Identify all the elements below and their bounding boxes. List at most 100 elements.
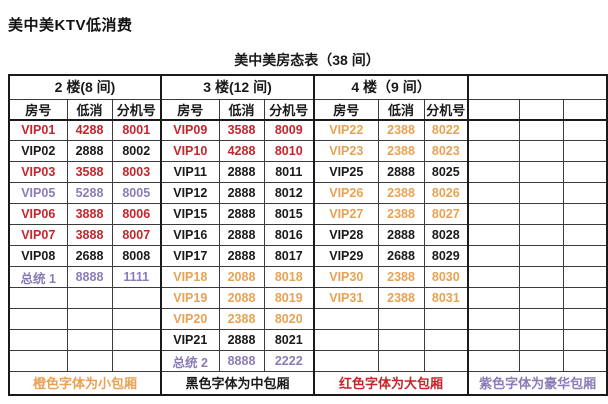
- extension-cell: [562, 329, 608, 351]
- min-spend-cell: [377, 329, 425, 351]
- column-header-min-spend: [518, 98, 564, 121]
- room-number-cell: 总统 1: [8, 266, 68, 288]
- room-number-cell: VIP17: [160, 245, 220, 267]
- table-row: VIP06 3888 8006 VIP15 2888 8015 VIP27 2388 8027: [8, 203, 608, 225]
- min-spend-cell: [518, 287, 564, 309]
- min-spend-cell: [66, 287, 113, 309]
- extension-cell: [562, 224, 608, 246]
- extension-cell: 8010: [263, 140, 315, 162]
- extension-cell: [111, 308, 162, 330]
- table-row: VIP20 2388 8020: [8, 308, 608, 330]
- min-spend-cell: 2388: [377, 182, 425, 204]
- min-spend-cell: 2888: [218, 329, 265, 351]
- min-spend-cell: 3888: [66, 224, 113, 246]
- extension-cell: 8023: [423, 140, 469, 162]
- table-row: VIP21 2888 8021: [8, 329, 608, 351]
- column-header-extension: [562, 98, 608, 121]
- min-spend-cell: [518, 203, 564, 225]
- min-spend-cell: 3888: [66, 203, 113, 225]
- floor-group-header-1: 2 楼(8 间): [8, 74, 162, 100]
- room-number-cell: [8, 287, 68, 309]
- room-number-cell: VIP08: [8, 245, 68, 267]
- room-number-cell: VIP11: [160, 161, 220, 183]
- room-number-cell: VIP18: [160, 266, 220, 288]
- extension-cell: [562, 266, 608, 288]
- min-spend-cell: 2888: [218, 161, 265, 183]
- extension-cell: 8007: [111, 224, 162, 246]
- table-row: 总统 2 8888 2222: [8, 350, 608, 372]
- room-number-cell: [467, 350, 520, 372]
- min-spend-cell: 2888: [66, 140, 113, 162]
- legend-large: 红色字体为大包厢: [313, 371, 469, 395]
- extension-cell: 1111: [111, 266, 162, 288]
- extension-cell: [562, 140, 608, 162]
- min-spend-cell: [377, 308, 425, 330]
- extension-cell: 8027: [423, 203, 469, 225]
- table-row: VIP08 2688 8008 VIP17 2888 8017 VIP29 2688 8029: [8, 245, 608, 267]
- extension-cell: 8006: [111, 203, 162, 225]
- min-spend-cell: [377, 350, 425, 372]
- room-number-cell: VIP21: [160, 329, 220, 351]
- table-row: VIP07 3888 8007 VIP16 2888 8016 VIP28 2888 8028: [8, 224, 608, 246]
- extension-cell: [423, 350, 469, 372]
- room-number-cell: [467, 329, 520, 351]
- room-number-cell: VIP16: [160, 224, 220, 246]
- min-spend-cell: 2388: [377, 140, 425, 162]
- min-spend-cell: 2388: [377, 266, 425, 288]
- min-spend-cell: [66, 329, 113, 351]
- min-spend-cell: [518, 119, 564, 141]
- min-spend-cell: [518, 182, 564, 204]
- min-spend-cell: 8888: [218, 350, 265, 372]
- column-header-extension: 分机号: [111, 98, 162, 121]
- min-spend-cell: 2088: [218, 266, 265, 288]
- room-status-table: 2 楼(8 间) 3 楼(12 间) 4 楼（9 间） 房号 低消 分机号 房号 低消 分机号房…: [8, 74, 608, 396]
- extension-cell: 8009: [263, 119, 315, 141]
- table-row: VIP01 4288 8001 VIP09 3588 8009 VIP22 2388 8022: [8, 119, 608, 141]
- floor-group-header-4: [467, 74, 608, 100]
- extension-cell: 8015: [263, 203, 315, 225]
- room-number-cell: [8, 329, 68, 351]
- room-number-cell: VIP06: [8, 203, 68, 225]
- room-number-cell: VIP26: [313, 182, 379, 204]
- extension-cell: [111, 329, 162, 351]
- column-header-min-spend: 低消: [377, 98, 425, 121]
- min-spend-cell: 2888: [377, 224, 425, 246]
- room-number-cell: VIP12: [160, 182, 220, 204]
- room-number-cell: VIP01: [8, 119, 68, 141]
- room-number-cell: VIP19: [160, 287, 220, 309]
- min-spend-cell: 2688: [377, 245, 425, 267]
- room-number-cell: VIP09: [160, 119, 220, 141]
- room-number-cell: VIP28: [313, 224, 379, 246]
- room-number-cell: VIP23: [313, 140, 379, 162]
- extension-cell: [562, 182, 608, 204]
- table-foot: 橙色字体为小包厢 黑色字体为中包厢 红色字体为大包厢 紫色字体为豪华包厢: [8, 371, 608, 395]
- extension-cell: 8003: [111, 161, 162, 183]
- min-spend-cell: 3588: [218, 119, 265, 141]
- min-spend-cell: 2388: [377, 203, 425, 225]
- extension-cell: [562, 161, 608, 183]
- extension-cell: 8016: [263, 224, 315, 246]
- extension-cell: 8025: [423, 161, 469, 183]
- min-spend-cell: [66, 308, 113, 330]
- extension-cell: 8018: [263, 266, 315, 288]
- min-spend-cell: [518, 308, 564, 330]
- extension-cell: 8019: [263, 287, 315, 309]
- room-number-cell: [467, 161, 520, 183]
- page-title: 美中美KTV低消费: [8, 17, 133, 34]
- extension-cell: [562, 350, 608, 372]
- room-number-cell: VIP20: [160, 308, 220, 330]
- column-header-extension: 分机号: [423, 98, 469, 121]
- table-row: VIP03 3588 8003 VIP11 2888 8011 VIP25 2888 8025: [8, 161, 608, 183]
- extension-cell: [562, 203, 608, 225]
- min-spend-cell: [66, 350, 113, 372]
- min-spend-cell: 2888: [218, 182, 265, 204]
- room-number-cell: [467, 287, 520, 309]
- extension-cell: 8026: [423, 182, 469, 204]
- floor-group-header-row: 2 楼(8 间) 3 楼(12 间) 4 楼（9 间）: [8, 74, 608, 100]
- min-spend-cell: 2388: [218, 308, 265, 330]
- min-spend-cell: [518, 350, 564, 372]
- extension-cell: 8022: [423, 119, 469, 141]
- room-number-cell: VIP22: [313, 119, 379, 141]
- extension-cell: 8028: [423, 224, 469, 246]
